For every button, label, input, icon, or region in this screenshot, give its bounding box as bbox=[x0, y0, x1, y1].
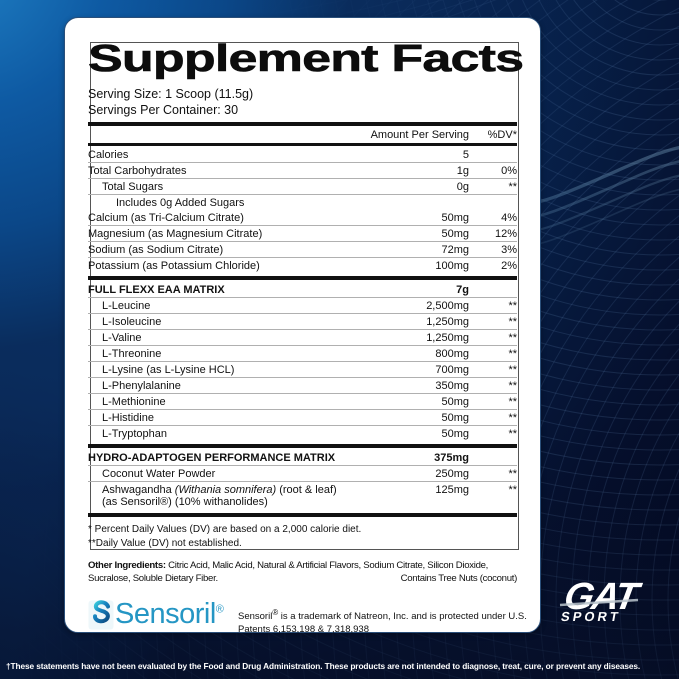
svg-text:SPORT: SPORT bbox=[560, 609, 622, 624]
